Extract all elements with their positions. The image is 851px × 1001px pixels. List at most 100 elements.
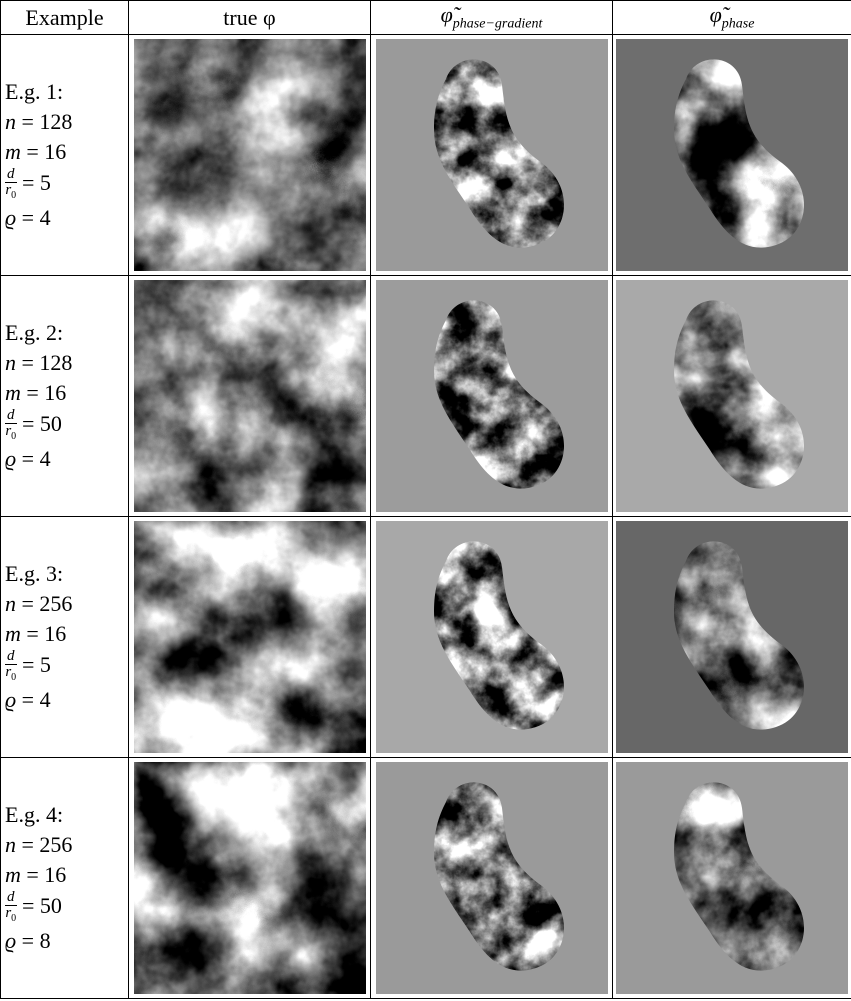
header-cell: φ̃phase — [613, 1, 851, 35]
sub: 0 — [11, 190, 16, 201]
sub: 0 — [11, 672, 16, 683]
phase-screen — [134, 521, 366, 753]
sub: 0 — [11, 431, 16, 442]
variable: m — [5, 139, 21, 164]
image — [616, 762, 848, 994]
line: n = 256 — [5, 589, 128, 619]
denominator: r0 — [5, 183, 17, 203]
example-label: E.g. 1: — [5, 79, 63, 104]
phase-screen — [134, 39, 366, 271]
value: = 256 — [22, 832, 73, 857]
image — [376, 39, 608, 271]
value: = 4 — [22, 446, 51, 471]
image-cell — [613, 758, 851, 999]
value: = 4 — [22, 205, 51, 230]
phase-screen — [134, 762, 366, 994]
header-sub: phase — [722, 17, 755, 32]
variable: ϱ — [5, 687, 16, 712]
image-cell — [129, 517, 371, 758]
image — [134, 280, 366, 512]
line: m = 16 — [5, 619, 128, 649]
image-cell — [371, 758, 613, 999]
image-cell — [371, 35, 613, 276]
line: ϱ = 4 — [5, 444, 128, 474]
image — [616, 280, 848, 512]
line: ϱ = 4 — [5, 203, 128, 233]
image-cell — [129, 35, 371, 276]
value: = 5 — [22, 170, 51, 195]
den-sub: 0 — [11, 190, 16, 201]
variable: m — [5, 862, 21, 887]
line: E.g. 4: — [5, 800, 128, 830]
line: E.g. 1: — [5, 77, 128, 107]
line: ϱ = 8 — [5, 926, 128, 956]
den-sub: 0 — [11, 672, 16, 683]
example-label: E.g. 4: — [5, 802, 63, 827]
sub: 0 — [11, 913, 16, 924]
image — [376, 762, 608, 994]
value: = 128 — [22, 109, 73, 134]
value: = 16 — [26, 621, 66, 646]
image — [134, 39, 366, 271]
denominator: r0 — [5, 906, 17, 926]
image-cell — [129, 758, 371, 999]
line: m = 16 — [5, 137, 128, 167]
den-sub: 0 — [11, 913, 16, 924]
image — [134, 521, 366, 753]
variable: n — [5, 591, 16, 616]
value: = 50 — [22, 411, 62, 436]
value: = 16 — [26, 862, 66, 887]
value: = 8 — [22, 928, 51, 953]
image — [376, 521, 608, 753]
line: ϱ = 4 — [5, 685, 128, 715]
variable: ϱ — [5, 928, 16, 953]
example-label: E.g. 3: — [5, 561, 63, 586]
line: n = 128 — [5, 348, 128, 378]
denominator: r0 — [5, 424, 17, 444]
header-cell: φ̃phase−gradient — [371, 1, 613, 35]
line: n = 128 — [5, 107, 128, 137]
value: = 256 — [22, 591, 73, 616]
numerator: d — [5, 890, 17, 906]
variable: ϱ — [5, 446, 16, 471]
header-text: true φ — [223, 5, 275, 30]
image — [134, 762, 366, 994]
numerator: d — [5, 167, 17, 183]
value: = 4 — [22, 687, 51, 712]
line: m = 16 — [5, 860, 128, 890]
value: = 50 — [22, 893, 62, 918]
image — [616, 521, 848, 753]
image-cell — [613, 276, 851, 517]
value: = 5 — [22, 652, 51, 677]
image — [376, 280, 608, 512]
results-table: Example true φ φ̃phase−gradient φ̃phase … — [0, 0, 851, 999]
numerator: d — [5, 649, 17, 665]
line: E.g. 2: — [5, 318, 128, 348]
image — [616, 39, 848, 271]
line: dr0 = 50 — [5, 408, 128, 444]
variable: n — [5, 832, 16, 857]
variable: m — [5, 621, 21, 646]
image-cell — [613, 517, 851, 758]
value: = 16 — [26, 139, 66, 164]
image-cell — [371, 517, 613, 758]
header-sub: phase−gradient — [453, 17, 543, 32]
example-cell: E.g. 4:n = 256m = 16dr0 = 50ϱ = 8 — [1, 758, 129, 999]
header-cell: true φ — [129, 1, 371, 35]
example-label: E.g. 2: — [5, 320, 63, 345]
header-cell: Example — [1, 1, 129, 35]
denominator: r0 — [5, 665, 17, 685]
image-cell — [613, 35, 851, 276]
variable: ϱ — [5, 205, 16, 230]
line: E.g. 3: — [5, 559, 128, 589]
